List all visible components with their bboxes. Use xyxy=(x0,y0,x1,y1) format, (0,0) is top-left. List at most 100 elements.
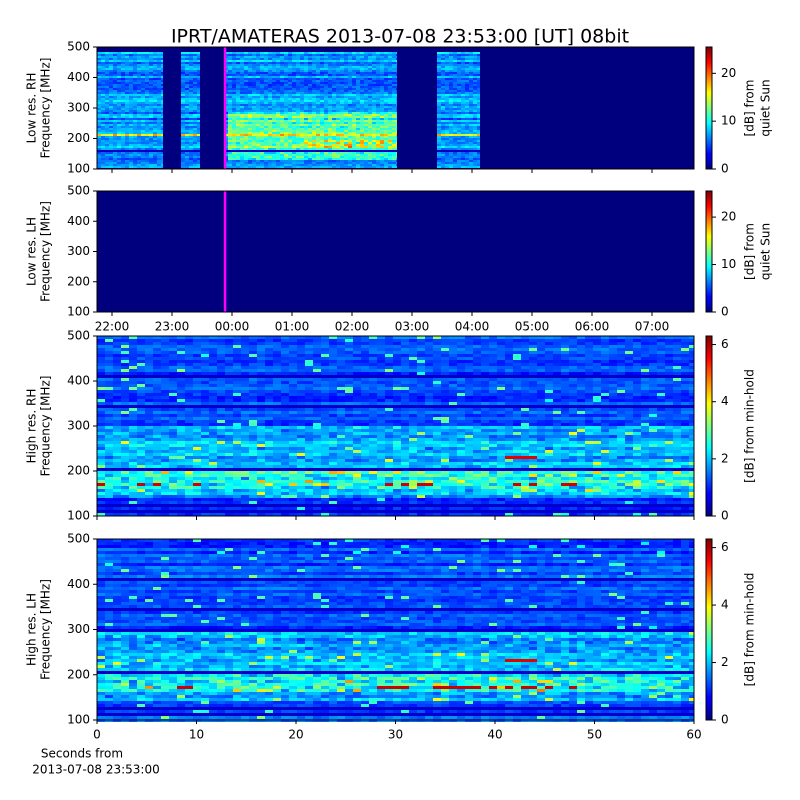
texture-cell xyxy=(197,134,200,136)
texture-cell xyxy=(453,72,457,74)
texture-cell xyxy=(228,134,232,136)
texture-cell xyxy=(308,92,312,94)
texture-cell xyxy=(185,88,189,90)
texture-cell xyxy=(437,82,441,84)
texture-cell xyxy=(380,144,384,146)
texture-cell xyxy=(149,124,153,126)
texture-cell xyxy=(145,114,149,116)
texture-cell xyxy=(240,72,244,74)
texture-cell xyxy=(641,351,649,354)
texture-cell xyxy=(133,108,137,110)
texture-cell xyxy=(260,58,264,60)
texture-cell xyxy=(149,108,153,110)
texture-cell xyxy=(244,52,248,54)
texture-cell xyxy=(473,76,477,78)
texture-cell xyxy=(109,138,113,140)
texture-cell xyxy=(445,140,449,142)
texture-cell xyxy=(445,150,449,152)
texture-cell xyxy=(384,78,388,80)
texture-cell xyxy=(312,126,316,128)
texture-cell xyxy=(368,112,372,114)
texture-cell xyxy=(252,56,256,58)
texture-cell xyxy=(149,122,153,124)
texture-cell xyxy=(328,160,332,162)
texture-cell xyxy=(121,124,125,126)
texture-cell xyxy=(101,160,105,162)
texture-cell xyxy=(197,106,200,108)
texture-cell xyxy=(337,351,345,354)
texture-cell xyxy=(105,130,109,132)
y-tick-label: 100 xyxy=(67,162,90,176)
texture-cell xyxy=(388,142,392,144)
texture-cell xyxy=(388,86,392,88)
texture-cell xyxy=(193,136,197,138)
texture-cell xyxy=(336,52,340,54)
texture-cell xyxy=(240,84,244,86)
texture-cell xyxy=(153,156,157,158)
texture-cell xyxy=(352,100,356,102)
texture-cell xyxy=(316,160,320,162)
texture-cell xyxy=(240,122,244,124)
texture-cell xyxy=(332,114,336,116)
texture-cell xyxy=(181,92,185,94)
texture-cell xyxy=(292,132,296,134)
texture-cell xyxy=(125,150,129,152)
texture-cell xyxy=(185,118,189,120)
texture-cell xyxy=(453,152,457,154)
texture-cell xyxy=(241,345,249,348)
texture-cell xyxy=(153,140,157,142)
texture-cell xyxy=(332,74,336,76)
texture-cell xyxy=(356,98,360,100)
texture-cell xyxy=(289,351,297,354)
texture-cell xyxy=(141,160,145,162)
texture-cell xyxy=(256,120,260,122)
texture-cell xyxy=(121,164,125,166)
texture-cell xyxy=(197,62,200,64)
texture-cell xyxy=(117,164,121,166)
texture-cell xyxy=(324,150,328,152)
texture-cell xyxy=(137,58,141,60)
texture-cell xyxy=(264,110,268,112)
texture-cell xyxy=(473,86,477,88)
texture-cell xyxy=(105,146,109,148)
texture-cell xyxy=(477,104,480,106)
texture-cell xyxy=(260,64,264,66)
texture-cell xyxy=(328,124,332,126)
texture-cell xyxy=(292,152,296,154)
texture-cell xyxy=(320,156,324,158)
texture-cell xyxy=(109,66,113,68)
texture-cell xyxy=(312,64,316,66)
texture-cell xyxy=(388,70,392,72)
texture-cell xyxy=(348,144,352,146)
texture-cell xyxy=(105,84,109,86)
texture-cell xyxy=(288,158,292,160)
texture-cell xyxy=(101,96,105,98)
texture-cell xyxy=(356,104,360,106)
texture-cell xyxy=(384,100,388,102)
texture-cell xyxy=(356,110,360,112)
texture-cell xyxy=(360,54,364,56)
texture-cell xyxy=(332,66,336,68)
texture-cell xyxy=(368,138,372,140)
texture-cell xyxy=(368,94,372,96)
texture-cell xyxy=(465,84,469,86)
texture-cell xyxy=(189,118,193,120)
texture-cell xyxy=(185,60,189,62)
texture-cell xyxy=(369,336,377,339)
texture-cell xyxy=(396,102,397,104)
texture-cell xyxy=(236,116,240,118)
texture-cell xyxy=(228,58,232,60)
texture-cell xyxy=(360,62,364,64)
texture-cell xyxy=(292,76,296,78)
texture-cell xyxy=(380,128,384,130)
texture-cell xyxy=(153,98,157,100)
texture-cell xyxy=(276,60,280,62)
texture-cell xyxy=(133,96,137,98)
texture-cell xyxy=(161,162,163,164)
texture-cell xyxy=(256,158,260,160)
texture-cell xyxy=(264,80,268,82)
texture-cell xyxy=(304,118,308,120)
texture-cell xyxy=(477,54,480,56)
texture-cell xyxy=(461,120,465,122)
texture-cell xyxy=(336,98,340,100)
